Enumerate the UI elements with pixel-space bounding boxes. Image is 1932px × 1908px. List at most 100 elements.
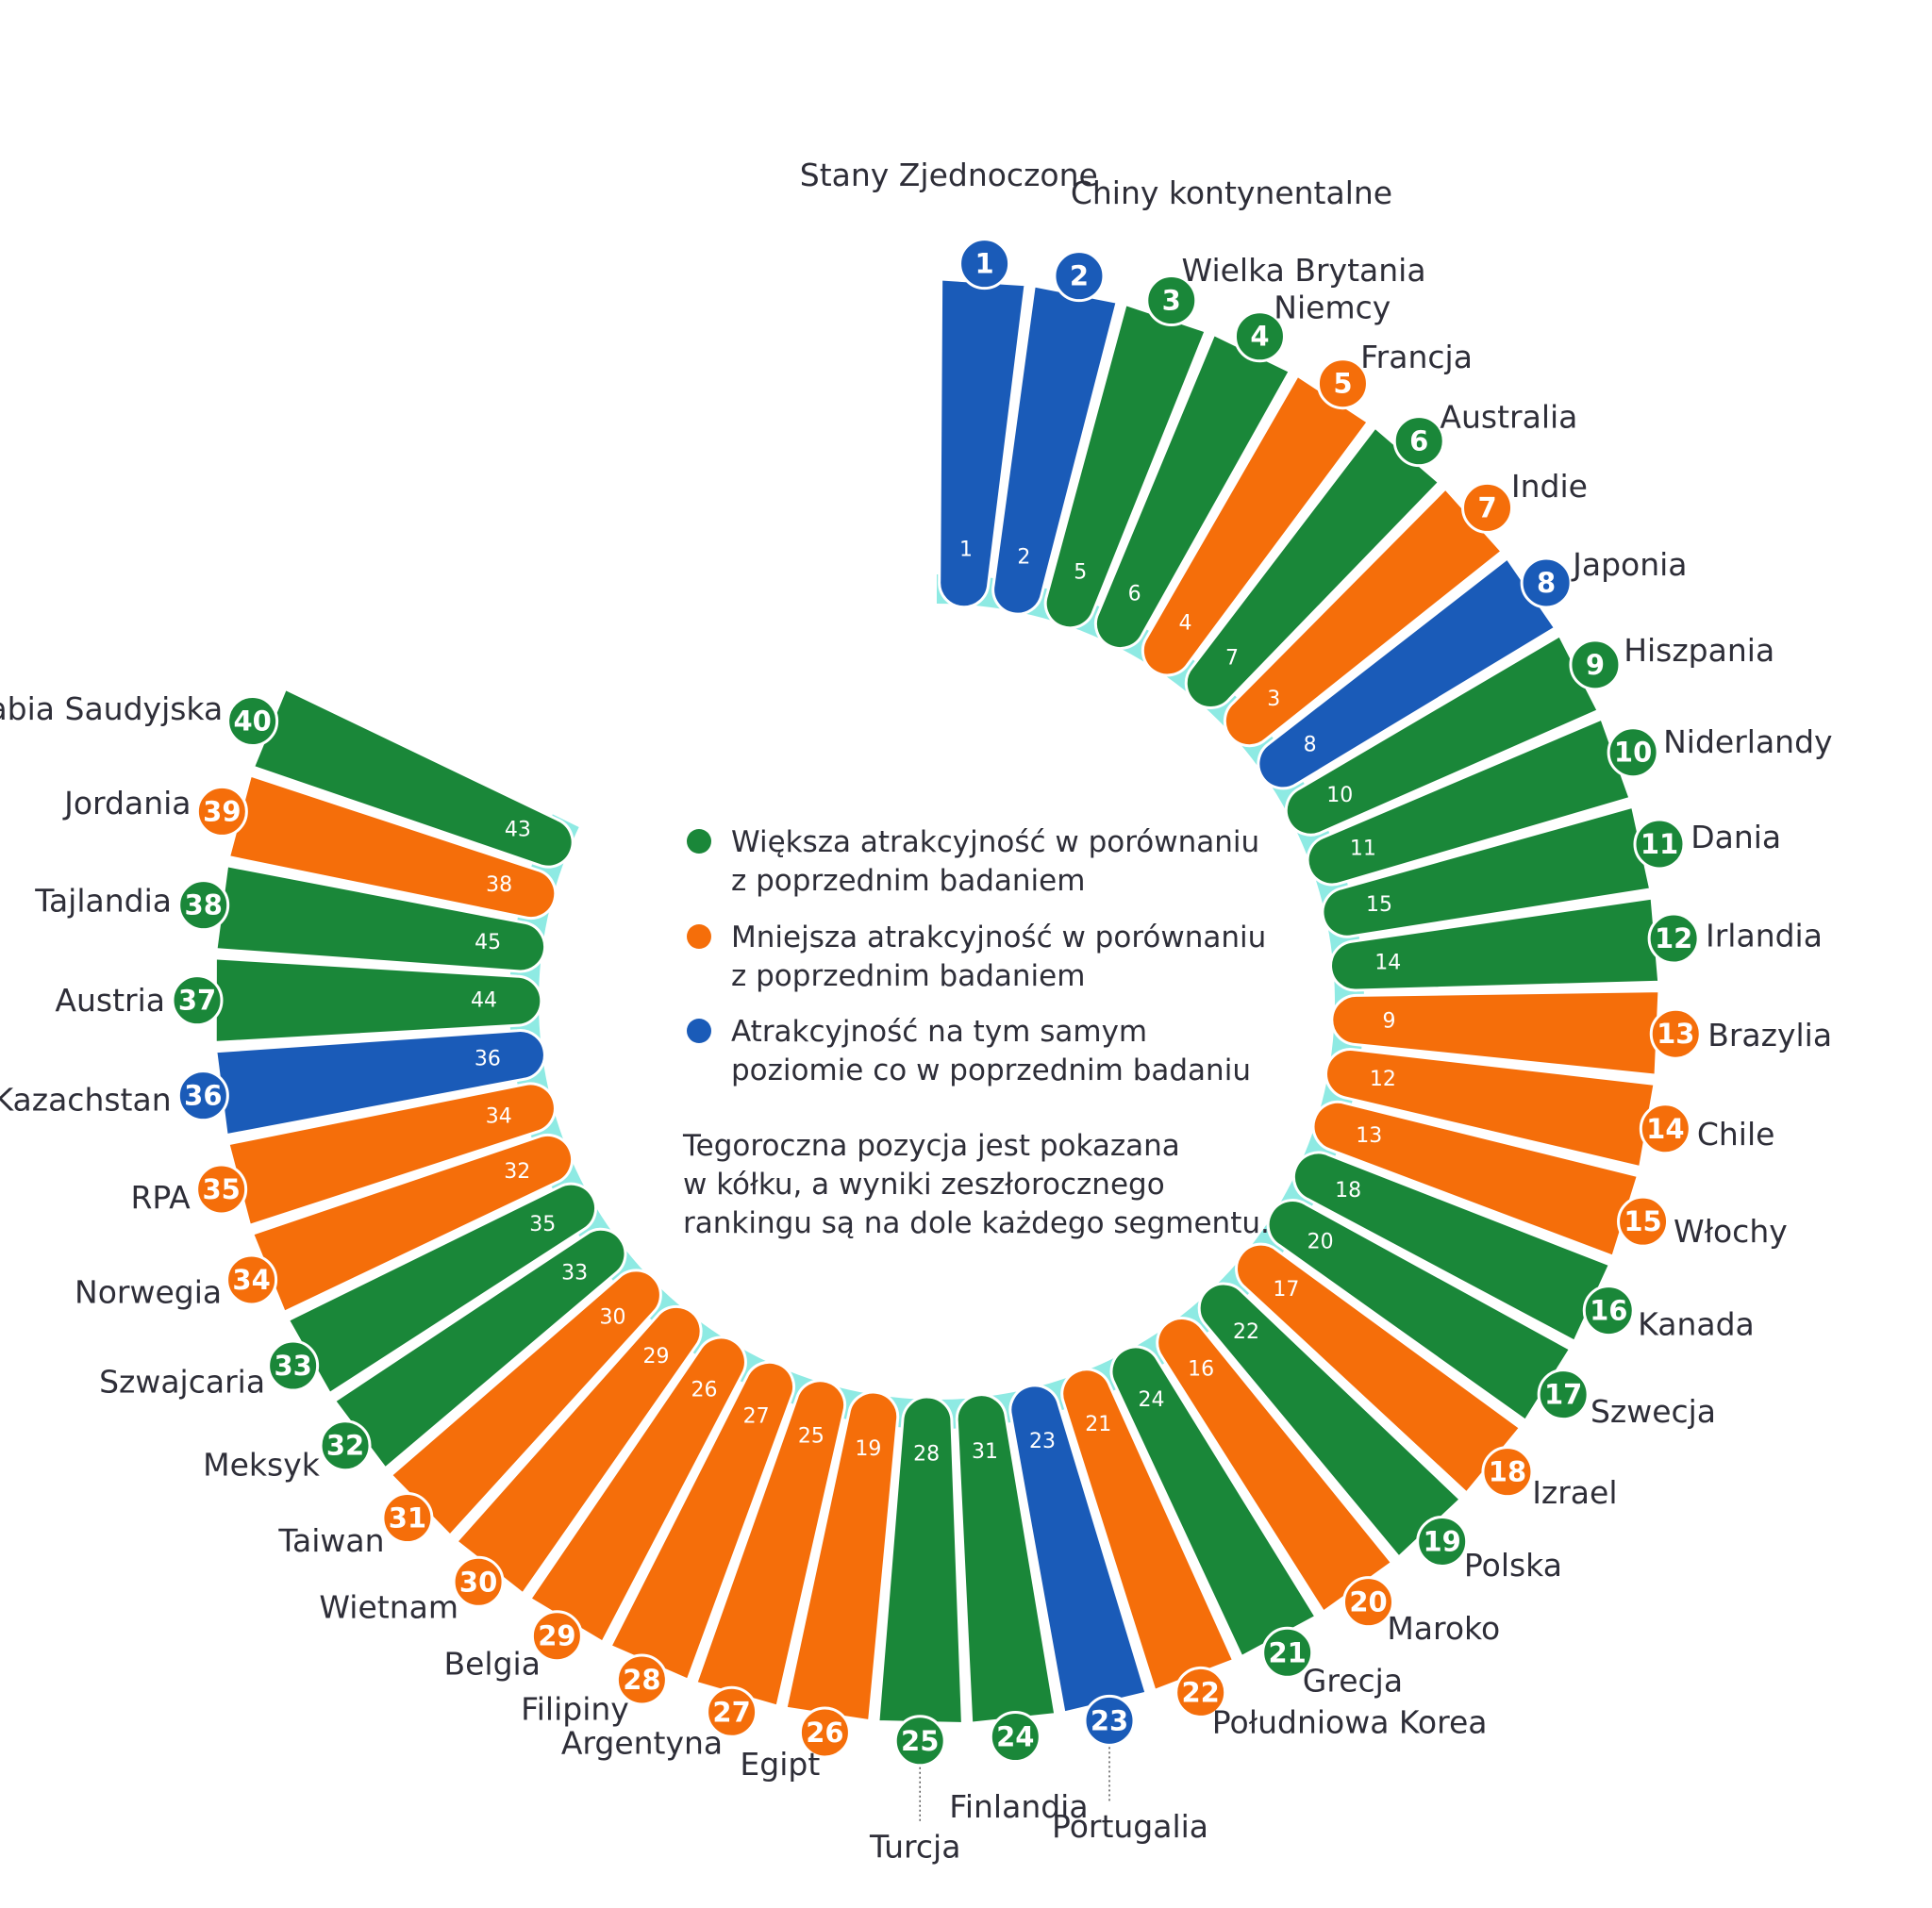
rank-circle-20 bbox=[1341, 1576, 1394, 1629]
prev-rank-30: 29 bbox=[643, 1345, 670, 1369]
segment-39 bbox=[226, 773, 558, 921]
rank-circle-39 bbox=[195, 785, 248, 838]
rank-number-28: 28 bbox=[623, 1664, 660, 1696]
country-label-12: Irlandia bbox=[1706, 918, 1823, 954]
prev-rank-10: 11 bbox=[1350, 838, 1376, 861]
segment-34 bbox=[250, 1134, 574, 1315]
prev-rank-15: 13 bbox=[1356, 1124, 1382, 1148]
country-label-6: Australia bbox=[1440, 398, 1577, 435]
segment-7 bbox=[1223, 486, 1505, 748]
rank-circle-19 bbox=[1416, 1515, 1469, 1568]
rank-number-27: 27 bbox=[712, 1696, 750, 1728]
segment-33 bbox=[286, 1182, 598, 1396]
prev-rank-17: 20 bbox=[1307, 1231, 1334, 1254]
legend-item-down: Mniejsza atrakcyjność w porównaniu z pop… bbox=[687, 921, 1266, 993]
country-label-9: Hiszpania bbox=[1624, 632, 1774, 669]
rank-number-25: 25 bbox=[901, 1725, 939, 1757]
rank-number-1: 1 bbox=[974, 248, 993, 280]
segment-2 bbox=[991, 284, 1119, 616]
segment-5 bbox=[1141, 373, 1371, 677]
rank-number-24: 24 bbox=[996, 1721, 1034, 1753]
segment-37 bbox=[213, 956, 543, 1045]
rank-circle-4 bbox=[1233, 310, 1286, 363]
rank-number-23: 23 bbox=[1091, 1704, 1128, 1736]
prev-rank-22: 21 bbox=[1085, 1413, 1111, 1436]
rank-number-12: 12 bbox=[1655, 922, 1692, 954]
prev-rank-1: 1 bbox=[959, 539, 973, 562]
prev-rank-16: 18 bbox=[1335, 1179, 1361, 1203]
segment-18 bbox=[1235, 1242, 1523, 1496]
country-label-5: Francja bbox=[1360, 339, 1473, 375]
rank-number-21: 21 bbox=[1269, 1636, 1307, 1668]
prev-rank-2: 2 bbox=[1017, 545, 1030, 569]
segment-30 bbox=[454, 1305, 703, 1597]
rank-circle-37 bbox=[171, 974, 224, 1027]
prev-rank-13: 9 bbox=[1383, 1009, 1396, 1033]
rank-number-11: 11 bbox=[1641, 828, 1678, 860]
prev-rank-36: 36 bbox=[475, 1047, 501, 1070]
prev-rank-12: 14 bbox=[1374, 951, 1401, 974]
country-label-11: Dania bbox=[1690, 819, 1781, 855]
segment-36 bbox=[214, 1029, 546, 1137]
rank-circle-27 bbox=[706, 1685, 758, 1738]
rank-circle-34 bbox=[225, 1253, 278, 1306]
legend-item-same: Atrakcyjność na tym samym poziomie co w … bbox=[687, 1015, 1251, 1087]
prev-rank-6: 7 bbox=[1225, 647, 1239, 671]
rank-number-30: 30 bbox=[459, 1566, 497, 1598]
prev-rank-3: 5 bbox=[1074, 560, 1087, 584]
country-label-16: Kanada bbox=[1638, 1305, 1755, 1342]
country-label-27: Argentyna bbox=[561, 1724, 723, 1761]
prev-rank-28: 27 bbox=[743, 1405, 770, 1429]
rank-number-29: 29 bbox=[538, 1620, 575, 1652]
prev-rank-9: 10 bbox=[1326, 784, 1353, 807]
legend-dot-up bbox=[687, 829, 711, 854]
rank-circle-38 bbox=[177, 879, 230, 932]
segment-28 bbox=[608, 1360, 795, 1683]
rank-circle-29 bbox=[530, 1610, 583, 1663]
rank-circle-32 bbox=[319, 1419, 372, 1472]
rank-circle-11 bbox=[1633, 818, 1686, 871]
rank-circle-14 bbox=[1639, 1103, 1691, 1155]
prev-rank-31: 30 bbox=[599, 1306, 625, 1330]
prev-rank-14: 12 bbox=[1370, 1068, 1396, 1091]
rank-number-35: 35 bbox=[202, 1173, 240, 1205]
country-label-38: Tajlandia bbox=[34, 883, 172, 920]
rank-circle-3 bbox=[1145, 274, 1198, 327]
segment-6 bbox=[1184, 424, 1441, 709]
segment-21 bbox=[1109, 1345, 1319, 1659]
segment-3 bbox=[1043, 302, 1208, 630]
rank-number-20: 20 bbox=[1349, 1586, 1387, 1618]
legend-item-up: Większa atrakcyjność w porównaniu z popr… bbox=[687, 825, 1259, 898]
country-label-39: Jordania bbox=[62, 785, 191, 821]
rank-circle-10 bbox=[1607, 726, 1659, 779]
country-label-10: Niderlandy bbox=[1663, 723, 1832, 760]
legend-label-down-line2: z poprzednim badaniem bbox=[731, 959, 1085, 993]
country-label-1: Stany Zjednoczone bbox=[800, 157, 1098, 193]
country-label-13: Brazylia bbox=[1707, 1017, 1832, 1054]
segment-22 bbox=[1060, 1368, 1236, 1693]
rank-circle-17 bbox=[1537, 1369, 1590, 1421]
rank-number-17: 17 bbox=[1544, 1379, 1582, 1411]
country-label-33: Szwajcaria bbox=[99, 1363, 265, 1400]
segment-12 bbox=[1329, 896, 1661, 992]
country-label-4: Niemcy bbox=[1274, 290, 1391, 326]
note-line-3: rankingu są na dole każdego segmentu. bbox=[683, 1206, 1270, 1240]
rank-number-15: 15 bbox=[1624, 1205, 1661, 1237]
rank-number-32: 32 bbox=[326, 1430, 364, 1462]
prev-rank-19: 22 bbox=[1233, 1320, 1259, 1344]
rank-circle-2 bbox=[1053, 250, 1106, 303]
rank-circle-9 bbox=[1569, 639, 1622, 691]
rank-number-4: 4 bbox=[1250, 321, 1269, 353]
leader-lines bbox=[919, 1747, 1110, 1824]
prev-rank-32: 33 bbox=[561, 1262, 588, 1286]
legend-label-down-line1: Mniejsza atrakcyjność w porównaniu bbox=[731, 921, 1266, 954]
segment-19 bbox=[1197, 1282, 1463, 1560]
prev-rank-24: 31 bbox=[972, 1440, 998, 1464]
rank-number-10: 10 bbox=[1614, 737, 1652, 769]
rank-number-38: 38 bbox=[185, 889, 223, 921]
legend-label-up-line1: Większa atrakcyjność w porównaniu bbox=[731, 825, 1259, 859]
country-label-22: Południowa Korea bbox=[1212, 1704, 1488, 1741]
rank-circle-13 bbox=[1649, 1007, 1702, 1060]
prev-rank-8: 8 bbox=[1304, 734, 1317, 757]
